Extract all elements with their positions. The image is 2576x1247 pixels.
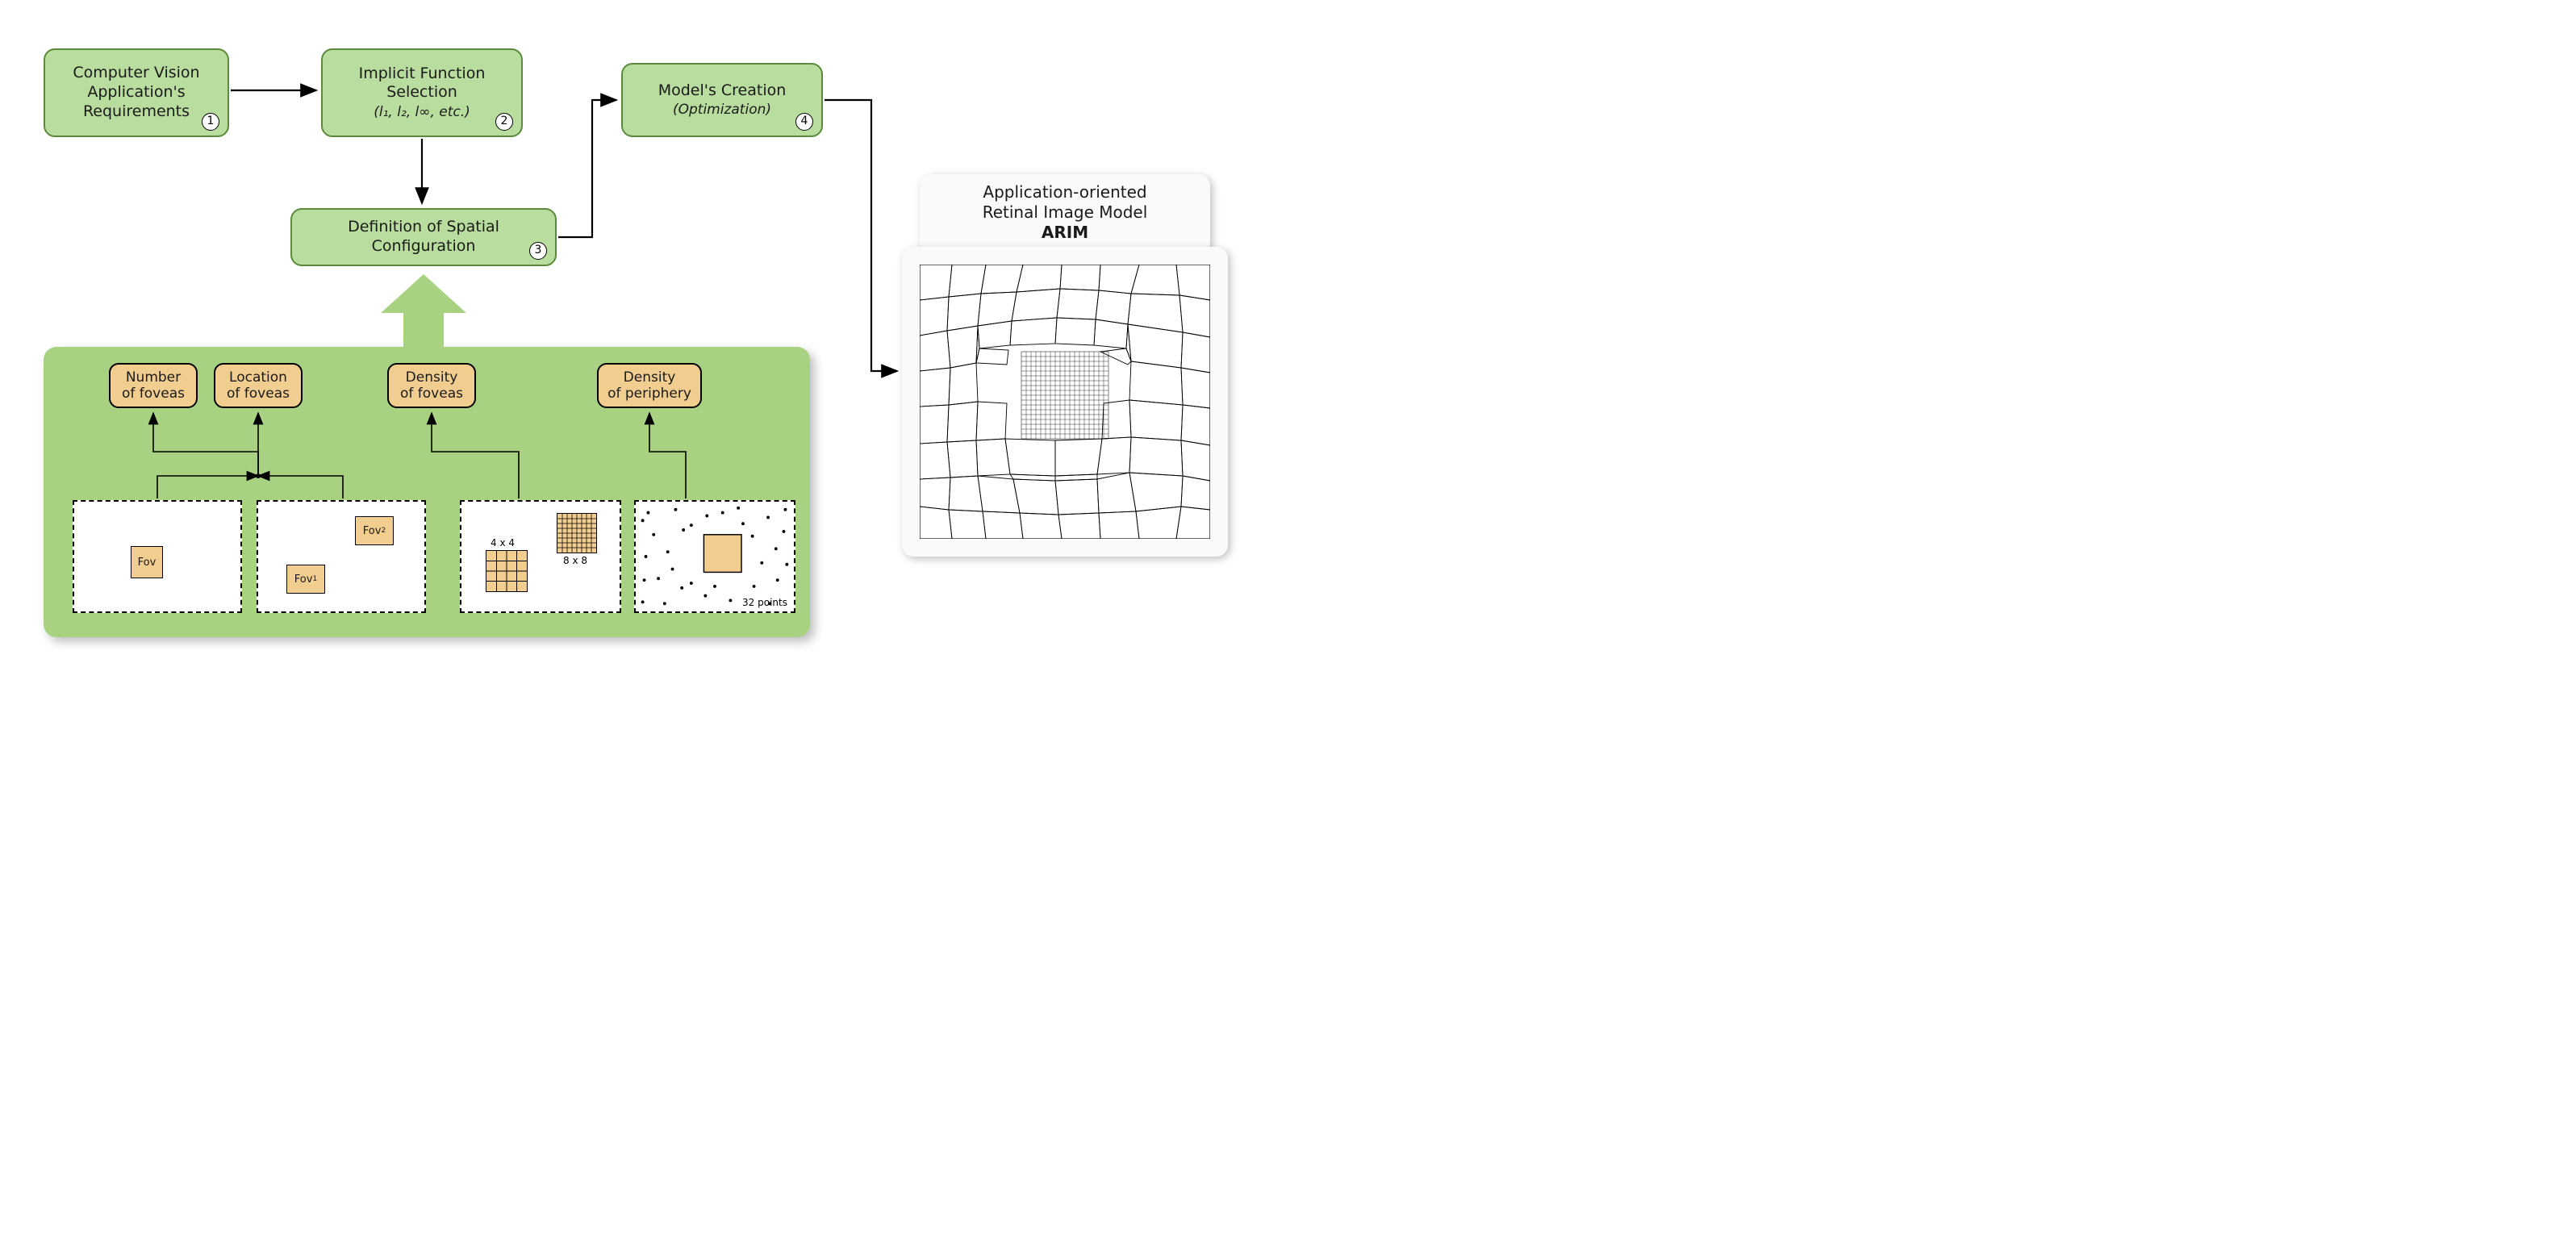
example-single-fovea: Fov [73, 500, 242, 613]
param-number-of-foveas: Numberof foveas [109, 363, 198, 408]
example-density-foveas: 4 x 4 8 x 8 [460, 500, 621, 613]
arrow-n4-output [825, 100, 897, 371]
diagram-canvas: Computer VisionApplication'sRequirements… [32, 32, 1242, 645]
periphery-points-label: 32 points [742, 597, 787, 608]
fov-two: Fov2 [355, 516, 394, 545]
output-card-front [902, 247, 1228, 557]
node-requirements: Computer VisionApplication'sRequirements… [44, 48, 229, 137]
example-density-periphery: 32 points [634, 500, 795, 613]
grid-4x4 [486, 550, 528, 592]
node-implicit-function-badge: 2 [495, 113, 513, 131]
node-implicit-function-sub: (l₁, l₂, l∞, etc.) [374, 104, 470, 121]
output-acronym: ARIM [1042, 223, 1088, 242]
output-title-line2: Retinal Image Model [983, 202, 1148, 222]
grid-4x4-label: 4 x 4 [491, 537, 515, 548]
node-implicit-function: Implicit FunctionSelection (l₁, l₂, l∞, … [321, 48, 523, 137]
arrow-n3-n4 [558, 100, 616, 237]
node-implicit-function-title: Implicit FunctionSelection [359, 65, 486, 103]
fov-one: Fov1 [286, 565, 325, 594]
grid-8x8 [557, 513, 597, 553]
output-title-line1: Application-oriented [983, 182, 1146, 202]
fov-single-label: Fov [138, 557, 157, 569]
periphery-svg [636, 502, 794, 611]
param-density-of-foveas-label: Densityof foveas [400, 369, 463, 402]
node-model-creation-sub: (Optimization) [673, 102, 771, 119]
param-density-of-periphery-label: Densityof periphery [607, 369, 691, 402]
example-two-foveas: Fov1 Fov2 [257, 500, 426, 613]
node-spatial-config-badge: 3 [529, 242, 547, 260]
output-card-back: Application-oriented Retinal Image Model… [920, 174, 1210, 255]
param-density-of-foveas: Densityof foveas [387, 363, 476, 408]
param-location-of-foveas: Locationof foveas [214, 363, 303, 408]
retinal-mesh-svg [920, 265, 1210, 539]
node-requirements-badge: 1 [202, 113, 219, 131]
node-spatial-config-title: Definition of Spatial Configuration [300, 218, 547, 256]
node-model-creation-badge: 4 [795, 113, 813, 131]
param-number-of-foveas-label: Numberof foveas [122, 369, 185, 402]
node-spatial-config: Definition of Spatial Configuration 3 [290, 208, 557, 266]
fov-single: Fov [131, 546, 163, 578]
block-arrow-panel-n3 [381, 274, 466, 347]
param-location-of-foveas-label: Locationof foveas [227, 369, 290, 402]
param-density-of-periphery: Densityof periphery [597, 363, 702, 408]
grid-8x8-label: 8 x 8 [563, 555, 587, 566]
node-model-creation-title: Model's Creation [658, 81, 787, 101]
node-model-creation: Model's Creation (Optimization) 4 [621, 63, 823, 137]
node-requirements-title: Computer VisionApplication'sRequirements [73, 64, 199, 121]
